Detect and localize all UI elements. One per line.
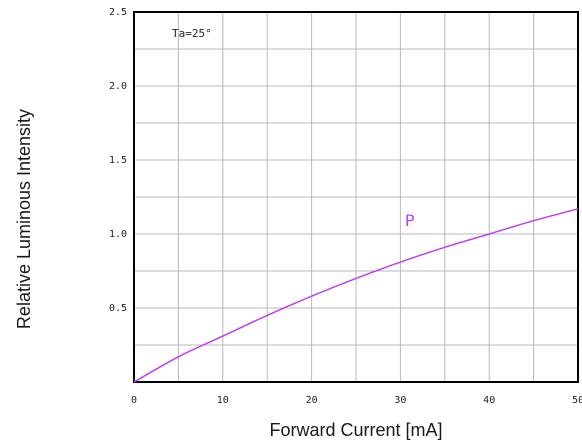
series-label-p: P <box>405 211 415 230</box>
x-axis-title: Forward Current [mA] <box>269 420 442 440</box>
x-tick-labels: 0 10 20 30 40 50 <box>131 395 582 406</box>
y-tick-labels: 0.5 1.0 1.5 2.0 2.5 <box>109 7 127 314</box>
x-tick-label: 40 <box>483 395 495 406</box>
y-axis-title: Relative Luminous Intensity <box>14 109 34 329</box>
temperature-annotation: Ta=25° <box>172 27 212 40</box>
y-tick-label: 1.5 <box>109 155 127 166</box>
y-tick-label: 2.0 <box>109 81 127 92</box>
x-tick-label: 0 <box>131 395 137 406</box>
x-tick-label: 50 <box>572 395 582 406</box>
y-tick-label: 2.5 <box>109 7 127 18</box>
y-tick-label: 0.5 <box>109 303 127 314</box>
grid-lines <box>134 12 578 382</box>
x-tick-label: 20 <box>306 395 318 406</box>
y-tick-label: 1.0 <box>109 229 127 240</box>
x-tick-label: 30 <box>394 395 406 406</box>
plot-frame <box>133 11 579 383</box>
x-tick-label: 10 <box>217 395 229 406</box>
series-line-p <box>133 208 579 383</box>
